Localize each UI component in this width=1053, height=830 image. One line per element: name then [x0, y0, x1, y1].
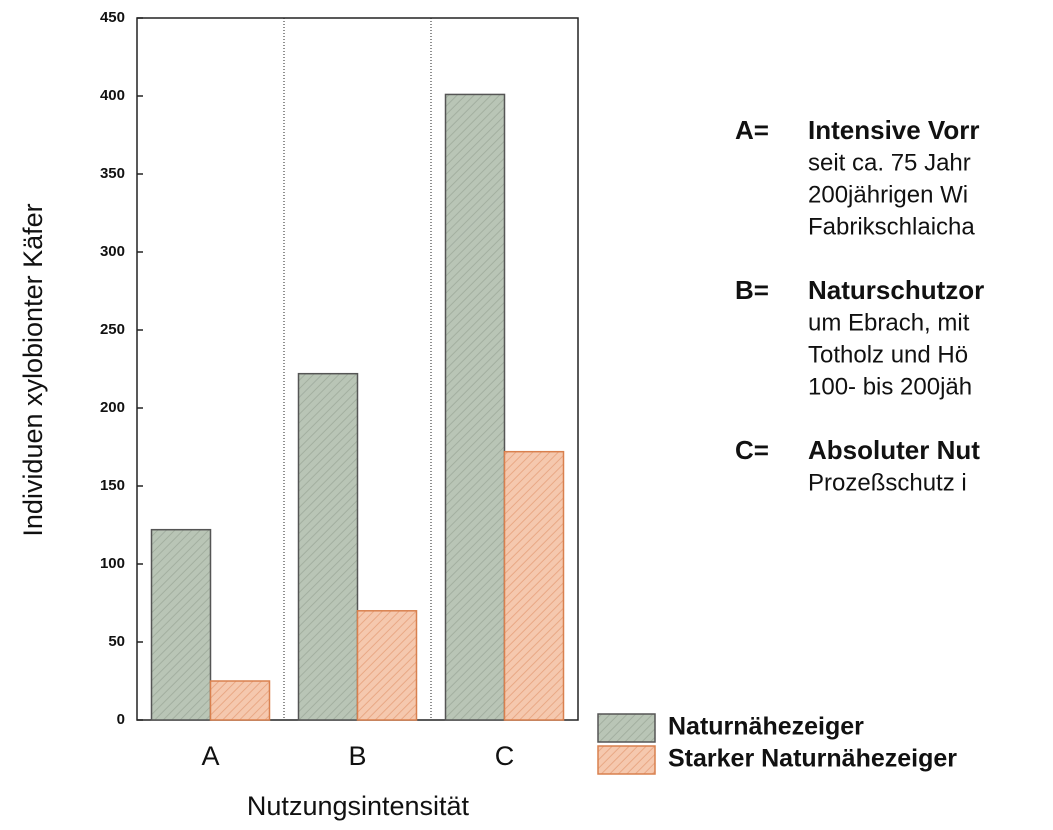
bar — [356, 610, 418, 721]
x-tick-label: B — [348, 741, 366, 771]
bar — [209, 680, 271, 721]
y-tick-label: 450 — [100, 9, 125, 26]
annotation-key: C= — [735, 435, 769, 465]
annotation-text: 200jährigen Wi — [808, 181, 968, 208]
y-tick-label: 300 — [100, 243, 125, 260]
annotation-text: Prozeßschutz i — [808, 469, 967, 496]
y-tick-label: 350 — [100, 165, 125, 182]
annotation-text: 100- bis 200jäh — [808, 373, 972, 400]
bar — [150, 528, 212, 721]
bar — [297, 372, 359, 721]
y-tick-label: 250 — [100, 321, 125, 338]
bar — [444, 93, 506, 721]
y-tick-label: 400 — [100, 87, 125, 104]
bar — [503, 450, 565, 721]
legend-label: Naturnähezeiger — [668, 713, 864, 741]
y-tick-label: 0 — [117, 711, 125, 728]
annotation-text: Fabrikschlaicha — [808, 213, 975, 240]
x-tick-label: A — [201, 741, 219, 771]
y-tick-label: 200 — [100, 399, 125, 416]
annotation-text: Totholz und Hö — [808, 341, 968, 368]
annotation-key: B= — [735, 275, 769, 305]
annotation-heading: Intensive Vorr — [808, 115, 979, 145]
annotation-heading: Naturschutzor — [808, 275, 984, 305]
annotation-text: um Ebrach, mit — [808, 309, 970, 336]
x-axis-title: Nutzungsintensität — [247, 791, 470, 821]
annotation-heading: Absoluter Nut — [808, 435, 980, 465]
legend-swatch — [597, 745, 656, 775]
y-tick-label: 150 — [100, 477, 125, 494]
annotation-key: A= — [735, 115, 769, 145]
annotation-text: seit ca. 75 Jahr — [808, 149, 971, 176]
y-tick-label: 50 — [108, 633, 125, 650]
legend-swatch — [597, 713, 656, 743]
x-tick-label: C — [495, 741, 515, 771]
y-tick-label: 100 — [100, 555, 125, 572]
legend-label: Starker Naturnähezeiger — [668, 745, 957, 773]
y-axis-title: Individuen xylobionter Käfer — [18, 203, 48, 536]
